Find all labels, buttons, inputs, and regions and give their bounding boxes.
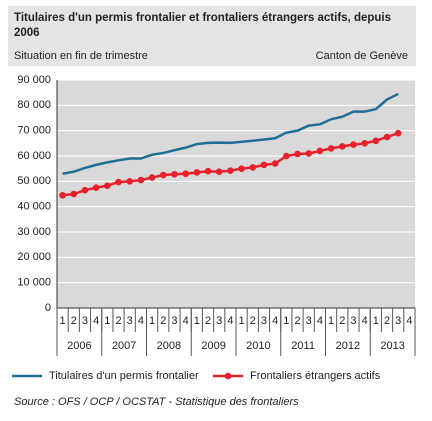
y-tick-label: 90 000 xyxy=(17,74,51,86)
point xyxy=(92,184,100,191)
y-tick-label: 60 000 xyxy=(17,150,51,162)
x-tick-label: 2 xyxy=(250,315,256,327)
point xyxy=(283,152,290,160)
point xyxy=(59,191,66,199)
year-label: 2007 xyxy=(112,340,136,352)
series-line xyxy=(62,92,399,175)
x-tick-label: 1 xyxy=(149,315,155,327)
point xyxy=(193,169,201,176)
header-bg xyxy=(8,6,416,66)
point xyxy=(361,140,368,147)
point xyxy=(305,150,313,157)
point xyxy=(394,129,402,137)
x-tick-label: 2 xyxy=(339,315,345,327)
legend-label: Frontaliers étrangers actifs xyxy=(250,370,381,382)
y-tick-label: 50 000 xyxy=(17,175,51,187)
year-label: 2013 xyxy=(380,340,404,352)
point xyxy=(271,160,279,167)
point xyxy=(70,190,78,198)
year-label: 2008 xyxy=(157,340,181,352)
x-tick-label: 4 xyxy=(138,315,144,327)
point xyxy=(104,182,111,189)
point xyxy=(316,147,324,155)
x-tick-label: 4 xyxy=(317,315,323,327)
x-tick-label: 2 xyxy=(384,315,390,327)
y-tick-label: 20 000 xyxy=(17,251,51,263)
x-tick-label: 3 xyxy=(216,315,222,327)
x-tick-label: 3 xyxy=(350,315,356,327)
x-tick-label: 3 xyxy=(306,315,312,327)
point xyxy=(338,143,346,150)
x-tick-label: 1 xyxy=(373,315,379,327)
year-label: 2006 xyxy=(67,340,91,352)
x-tick-label: 3 xyxy=(127,315,133,327)
y-tick-label: 80 000 xyxy=(17,99,51,111)
x-tick-label: 1 xyxy=(194,315,200,327)
point xyxy=(260,161,268,169)
point xyxy=(249,164,257,171)
x-tick-label: 1 xyxy=(239,315,245,327)
point xyxy=(204,167,212,175)
x-tick-label: 4 xyxy=(406,315,412,327)
point xyxy=(115,178,122,186)
x-tick-label: 3 xyxy=(171,315,177,327)
point xyxy=(372,137,380,145)
x-tick-label: 2 xyxy=(160,315,166,327)
chart-subtitle: Situation en fin de trimestre xyxy=(14,50,148,62)
x-tick-label: 1 xyxy=(328,315,334,327)
point xyxy=(159,171,167,179)
point xyxy=(182,170,189,178)
point xyxy=(327,145,335,152)
x-tick-label: 4 xyxy=(183,315,189,327)
region: Canton de Genève xyxy=(316,50,408,62)
year-label: 2010 xyxy=(246,340,270,352)
point xyxy=(215,168,223,176)
point xyxy=(126,178,134,185)
x-tick-label: 2 xyxy=(71,315,77,327)
x-tick-label: 3 xyxy=(82,315,88,327)
point xyxy=(81,186,89,194)
source: Source : OFS / OCP / OCSTAT - Statistiqu… xyxy=(14,396,299,408)
point xyxy=(350,141,357,148)
point xyxy=(227,167,234,174)
point xyxy=(171,170,178,178)
x-tick-label: 3 xyxy=(395,315,401,327)
y-tick-label: 40 000 xyxy=(17,201,51,213)
y-tick-label: 0 xyxy=(45,302,51,314)
x-tick-label: 2 xyxy=(115,315,121,327)
x-tick-label: 1 xyxy=(283,315,289,327)
y-tick-label: 70 000 xyxy=(17,125,51,137)
point xyxy=(383,133,391,141)
point xyxy=(238,165,245,172)
x-tick-label: 3 xyxy=(261,315,267,327)
year-label: 2011 xyxy=(291,340,315,352)
y-tick-label: 10 000 xyxy=(17,277,51,289)
x-tick-label: 2 xyxy=(294,315,300,327)
x-tick-label: 1 xyxy=(104,315,110,327)
chart-title: Titulaires d'un permis frontalier et fro… xyxy=(14,12,391,39)
year-label: 2012 xyxy=(336,340,360,352)
x-tick-label: 4 xyxy=(362,315,368,327)
legend-label: Titulaires d'un permis frontalier xyxy=(49,370,199,382)
year-label: 2009 xyxy=(201,340,225,352)
legend-marker xyxy=(224,372,232,380)
x-tick-label: 1 xyxy=(60,315,66,327)
x-tick-label: 4 xyxy=(227,315,233,327)
x-tick-label: 4 xyxy=(272,315,278,327)
point xyxy=(137,176,145,184)
x-tick-label: 2 xyxy=(205,315,211,327)
point xyxy=(294,150,301,158)
plot-bg xyxy=(57,80,415,308)
x-tick-label: 4 xyxy=(93,315,99,327)
point xyxy=(148,174,156,181)
y-tick-label: 30 000 xyxy=(17,226,51,238)
